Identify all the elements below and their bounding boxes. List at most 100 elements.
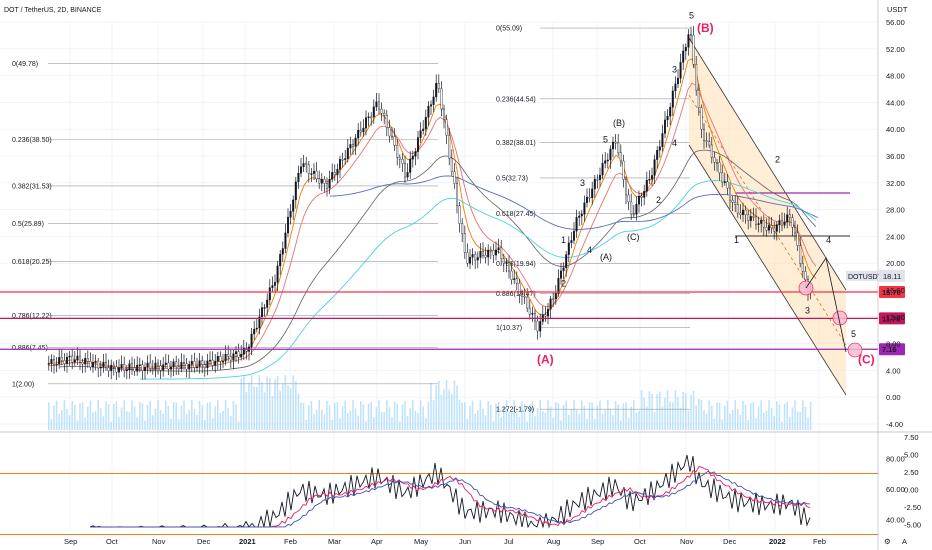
volume-bar: [526, 421, 528, 430]
candle-body: [604, 160, 607, 164]
candle-body: [596, 179, 599, 181]
candle-body: [791, 217, 794, 228]
candle-body: [203, 364, 206, 369]
wave-label: (A): [600, 252, 612, 262]
candle-body: [359, 129, 362, 133]
candle-body: [591, 188, 594, 199]
volume-bar: [510, 411, 513, 430]
volume-bar: [141, 403, 144, 430]
volume-bar: [297, 393, 300, 430]
volume-bar: [542, 411, 544, 430]
candle-body: [188, 364, 191, 370]
volume-bar: [126, 411, 128, 430]
candle-body: [539, 321, 542, 332]
candle-body: [130, 363, 133, 368]
candle-body: [81, 362, 84, 365]
wave-label: 4: [672, 138, 677, 148]
candle-body: [783, 221, 786, 226]
volume-bar: [58, 413, 60, 430]
volume-bar: [71, 400, 73, 430]
volume-bar: [651, 393, 653, 430]
candle-body: [138, 364, 141, 366]
candle-body: [102, 361, 105, 368]
fib-label: 0.5(32.73): [496, 175, 528, 182]
candle-body: [146, 362, 149, 368]
volume-bar: [105, 401, 107, 430]
volume-bar: [622, 403, 625, 430]
y-tick-label: -4.00: [886, 420, 903, 429]
candle-body: [133, 367, 136, 372]
candle-body: [409, 159, 412, 173]
osc-right-tick: 7.50: [904, 433, 919, 442]
volume-bar: [230, 415, 232, 430]
wave-label: 2: [656, 195, 661, 205]
y-tick-label: 28.00: [886, 206, 905, 215]
candle-body: [734, 202, 737, 205]
volume-bar: [555, 401, 557, 430]
volume-bar: [599, 400, 601, 430]
volume-bar: [375, 407, 378, 430]
candle-body: [565, 254, 568, 269]
candle-body: [705, 140, 708, 142]
volume-bar: [786, 401, 788, 430]
volume-bar: [219, 412, 222, 430]
volume-bar: [118, 416, 120, 430]
volume-bar: [100, 407, 102, 430]
volume-bar: [703, 410, 705, 430]
candle-body: [664, 119, 667, 134]
candle-body: [562, 267, 565, 272]
x-tick-label: Nov: [680, 537, 694, 546]
volume-bar: [282, 383, 284, 430]
candle-body: [177, 366, 180, 370]
candle-body: [440, 88, 443, 110]
volume-bar: [321, 409, 323, 430]
volume-bar: [669, 401, 671, 430]
volume-bar: [617, 404, 619, 430]
volume-bar: [638, 411, 640, 430]
x-tick-label: Feb: [284, 537, 297, 546]
volume-bar: [287, 385, 289, 430]
y-tick-label: 48.00: [886, 72, 905, 81]
level-tag: [879, 286, 905, 299]
volume-bar: [760, 400, 762, 430]
volume-bar: [191, 400, 193, 430]
volume-bar: [188, 409, 190, 430]
candle-body: [339, 159, 342, 170]
volume-bar: [474, 413, 476, 430]
volume-bar: [549, 406, 552, 430]
volume-bar: [243, 376, 245, 430]
volume-bar: [349, 410, 352, 430]
volume-bar: [731, 409, 734, 430]
volume-bar: [791, 407, 794, 430]
candle-body: [445, 119, 448, 136]
volume-bar: [451, 394, 453, 430]
volume-bar: [763, 412, 765, 430]
candle-body: [224, 353, 227, 362]
candle-body: [91, 362, 94, 368]
volume-bar: [279, 390, 281, 430]
y-tick-label: 40.00: [886, 125, 905, 134]
volume-bar: [370, 401, 372, 430]
volume-bar: [570, 408, 573, 430]
candle-body: [185, 363, 188, 370]
volume-bar: [770, 408, 773, 430]
candle-body: [380, 108, 383, 114]
candle-body: [414, 151, 417, 157]
candle-body: [474, 254, 477, 261]
candle-body: [424, 117, 427, 130]
volume-bar: [170, 418, 172, 430]
candle-body: [513, 278, 516, 280]
volume-bar: [227, 408, 229, 430]
y-tick-label: 36.00: [886, 152, 905, 161]
volume-bar: [261, 382, 263, 430]
candle-body: [723, 181, 726, 183]
volume-bar: [214, 406, 216, 430]
symbol-tag: [846, 270, 878, 281]
volume-bar: [92, 412, 94, 430]
volume-bar: [557, 403, 560, 430]
volume-bar: [209, 402, 211, 430]
volume-bar: [162, 413, 164, 430]
volume-bar: [487, 401, 489, 430]
volume-bar: [339, 418, 341, 430]
